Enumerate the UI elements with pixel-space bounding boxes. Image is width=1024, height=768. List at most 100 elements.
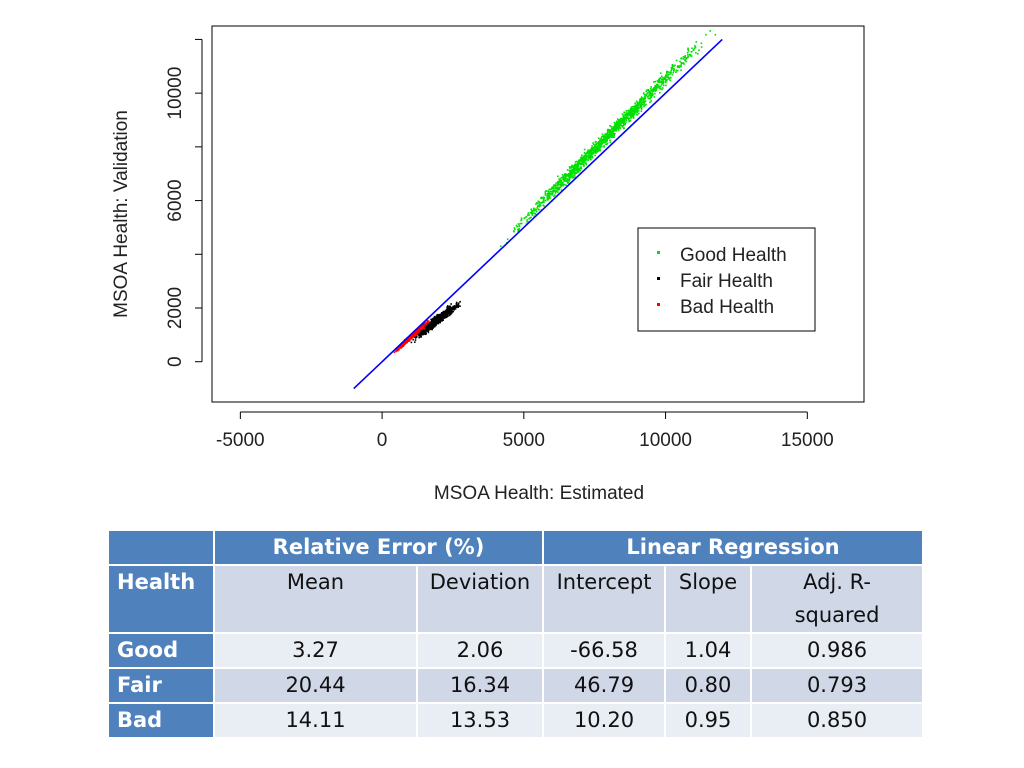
data-point [409, 335, 411, 338]
data-point [622, 121, 624, 123]
data-point [575, 166, 578, 168]
data-point [630, 115, 632, 117]
data-point [573, 166, 575, 169]
data-point [636, 110, 638, 112]
reference-line [353, 38, 723, 390]
data-point [588, 155, 590, 158]
data-point [625, 119, 628, 121]
data-point [548, 194, 550, 197]
data-point [406, 339, 408, 342]
data-point [585, 157, 588, 159]
data-point [428, 327, 430, 330]
data-point [418, 330, 421, 333]
data-point [589, 156, 591, 159]
data-point [604, 139, 607, 142]
data-point [577, 163, 580, 166]
data-point [555, 190, 558, 193]
data-point [562, 182, 564, 184]
data-point [457, 306, 459, 308]
data-point [538, 209, 540, 211]
data-point [640, 103, 642, 106]
data-point [431, 323, 433, 326]
data-point [644, 98, 647, 100]
data-point [426, 321, 429, 324]
data-point [642, 92, 645, 94]
data-point [687, 54, 689, 56]
data-point [685, 58, 688, 60]
data-point [648, 94, 650, 97]
data-point [666, 74, 669, 76]
data-point [441, 315, 443, 317]
data-point [428, 329, 430, 331]
data-point [426, 320, 428, 322]
data-point [687, 50, 690, 52]
data-point [566, 178, 569, 181]
data-point [620, 120, 623, 122]
data-point [553, 185, 555, 187]
data-point [451, 311, 453, 314]
data-point [684, 55, 687, 57]
data-point [611, 128, 613, 130]
data-point [450, 312, 453, 315]
data-point [447, 311, 449, 313]
data-point [578, 159, 580, 162]
data-point [624, 114, 627, 116]
data-point [625, 110, 628, 112]
data-point [591, 153, 593, 156]
data-point [661, 88, 663, 91]
legend-label-fair: Fair Health [680, 271, 773, 292]
data-point [607, 136, 609, 139]
data-point [425, 333, 427, 335]
data-point [576, 161, 579, 163]
data-point [581, 157, 584, 160]
data-point [621, 126, 624, 128]
data-point [453, 306, 456, 309]
data-point [606, 135, 608, 137]
data-point [611, 134, 613, 137]
data-point [674, 64, 676, 67]
data-point [438, 317, 441, 319]
data-point [457, 304, 460, 307]
data-point [547, 191, 550, 193]
data-point [660, 81, 663, 83]
data-point [575, 172, 578, 174]
data-point [425, 323, 427, 326]
data-point [672, 67, 675, 70]
data-point [574, 166, 576, 168]
data-point [563, 177, 566, 180]
data-point [440, 316, 443, 319]
data-point [603, 138, 605, 141]
data-point [589, 149, 591, 151]
data-point [523, 217, 526, 219]
data-point [559, 177, 562, 180]
data-point [414, 336, 416, 338]
header-adj-r2-line2: squared [794, 603, 880, 627]
data-point [430, 322, 432, 325]
data-point [665, 79, 667, 81]
data-point [540, 202, 543, 204]
data-point [642, 98, 644, 101]
data-point [620, 122, 622, 124]
data-point [625, 112, 627, 114]
data-point [641, 103, 643, 106]
data-point [566, 180, 568, 183]
data-point [623, 118, 626, 120]
data-point [665, 74, 667, 77]
x-tick-label: -5000 [216, 430, 265, 451]
data-point [444, 313, 446, 315]
data-point [573, 172, 575, 174]
data-point [448, 310, 451, 313]
data-point [453, 305, 456, 307]
data-point [405, 342, 408, 344]
data-point [575, 169, 578, 171]
data-point [580, 162, 582, 164]
data-point [625, 112, 628, 115]
data-point [617, 123, 619, 125]
data-point [682, 58, 685, 60]
data-point [431, 319, 433, 322]
data-point [444, 311, 446, 314]
data-point [680, 57, 683, 59]
data-point [599, 143, 602, 146]
data-point [623, 127, 625, 129]
data-point [633, 105, 636, 108]
